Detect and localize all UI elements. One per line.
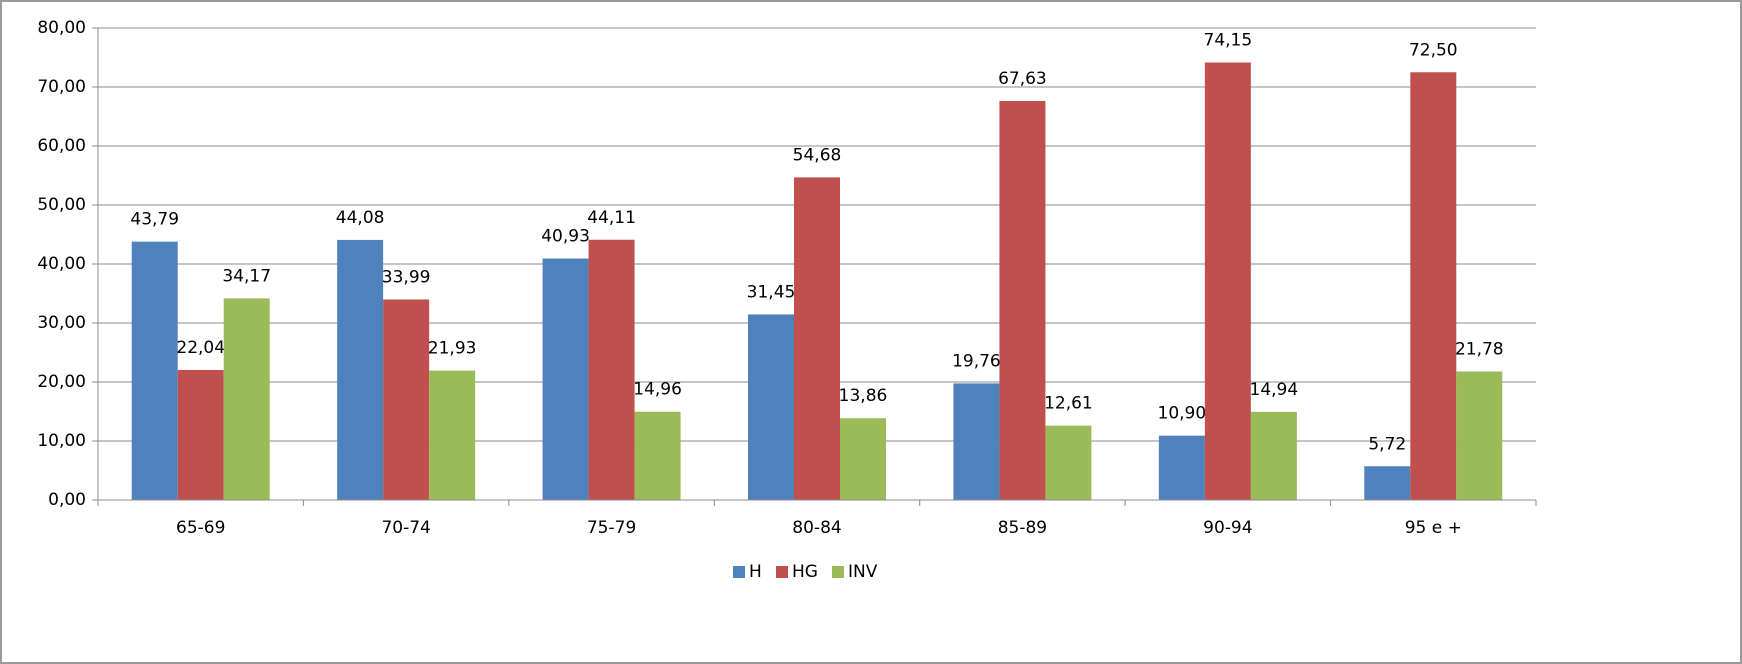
y-tick-label: 60,00: [37, 136, 86, 156]
bar: [1158, 435, 1205, 500]
value-label: 10,90: [1158, 404, 1207, 424]
legend-label: HG: [792, 562, 818, 582]
legend-label: H: [749, 562, 762, 582]
value-label: 12,61: [1044, 394, 1093, 414]
y-tick-label: 20,00: [37, 372, 86, 392]
value-label: 5,72: [1368, 434, 1406, 454]
bar: [223, 298, 270, 500]
value-label: 44,11: [587, 208, 636, 228]
bar: [1364, 466, 1411, 500]
x-tick-label: 75-79: [587, 518, 636, 538]
bar: [999, 100, 1046, 500]
y-tick-label: 0,00: [48, 490, 86, 510]
bar: [177, 369, 224, 500]
bar: [1250, 411, 1297, 500]
value-label: 14,94: [1250, 380, 1299, 400]
value-label: 21,78: [1455, 339, 1504, 359]
legend-swatch: [776, 566, 788, 578]
legend-swatch: [733, 566, 745, 578]
bar: [1456, 371, 1503, 500]
y-tick-label: 50,00: [37, 195, 86, 215]
y-tick-label: 40,00: [37, 254, 86, 274]
bar: [748, 314, 794, 500]
y-tick-label: 80,00: [37, 18, 86, 38]
bar: [1410, 72, 1457, 500]
value-label: 14,96: [633, 380, 682, 400]
value-label: 13,86: [839, 386, 888, 406]
bar: [383, 299, 430, 500]
value-label: 44,08: [336, 208, 385, 228]
value-label: 40,93: [541, 227, 590, 247]
x-tick-label: 85-89: [998, 518, 1047, 538]
y-tick-label: 30,00: [37, 313, 86, 333]
y-tick-label: 70,00: [37, 77, 86, 97]
value-label: 21,93: [428, 339, 477, 359]
value-label: 19,76: [952, 351, 1001, 371]
value-label: 72,50: [1409, 40, 1458, 60]
x-tick-label: 70-74: [381, 518, 430, 538]
value-label: 34,17: [222, 266, 271, 286]
bar: [337, 239, 384, 501]
value-label: 43,79: [130, 210, 179, 230]
x-tick-label: 65-69: [176, 518, 225, 538]
value-label: 33,99: [382, 267, 431, 287]
value-label: 31,45: [747, 282, 796, 302]
bar: [1204, 62, 1251, 500]
legend-label: INV: [848, 562, 878, 582]
x-tick-label: 90-94: [1203, 518, 1252, 538]
x-tick-label: 95 e +: [1405, 518, 1462, 538]
bar: [429, 370, 476, 500]
x-tick-label: 80-84: [792, 518, 841, 538]
bar: [953, 383, 1000, 500]
bar: [542, 258, 589, 500]
value-label: 74,15: [1204, 31, 1253, 51]
value-label: 54,68: [793, 145, 842, 165]
bar: [131, 241, 178, 500]
bar: [1045, 425, 1092, 500]
bar: [588, 239, 635, 500]
bar: [794, 177, 840, 500]
value-label: 67,63: [998, 69, 1047, 89]
legend-swatch: [832, 566, 844, 578]
bar: [840, 418, 886, 500]
value-label: 22,04: [176, 338, 225, 358]
y-tick-label: 10,00: [37, 431, 86, 451]
bar: [634, 411, 681, 500]
